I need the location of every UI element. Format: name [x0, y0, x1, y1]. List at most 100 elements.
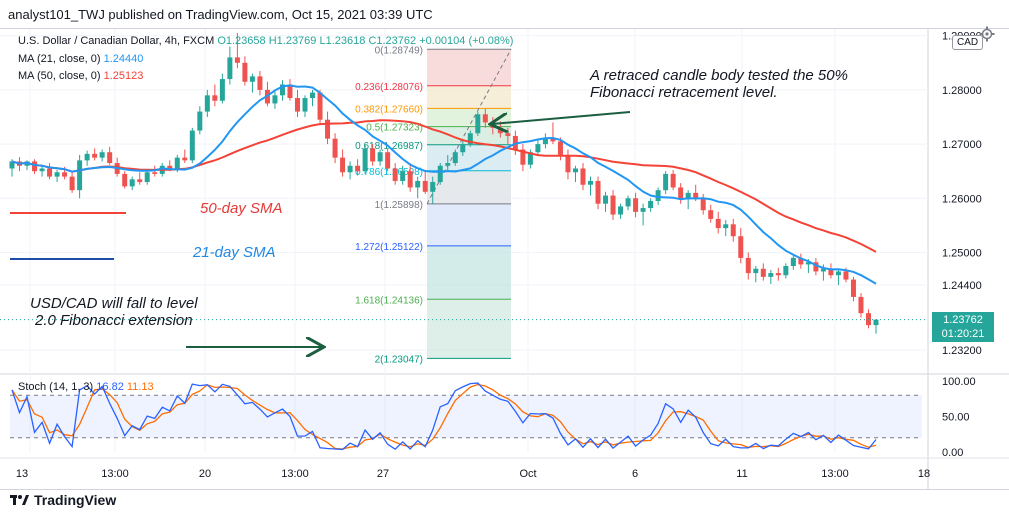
time-tick-label: 27 — [377, 468, 389, 480]
time-tick-label: 13:00 — [101, 468, 129, 480]
legend-stoch-k: 16.82 — [96, 381, 124, 393]
candle-body — [783, 266, 789, 276]
candle-body — [340, 157, 346, 173]
chart-frame[interactable]: 1.290001.280001.270001.260001.250001.244… — [0, 28, 1009, 490]
stoch-tick-label: 0.00 — [942, 447, 963, 459]
candle-body — [610, 195, 616, 215]
fib-level-label: 0.236(1.28076) — [355, 82, 423, 93]
candle-body — [430, 182, 436, 192]
candle-body — [505, 133, 511, 136]
candle-body — [242, 62, 248, 82]
candle-body — [648, 201, 654, 209]
retrace-arrow — [492, 111, 631, 124]
candle-body — [287, 84, 293, 99]
last-price-label: 1.23762 01:20:21 — [932, 312, 994, 342]
candle-body — [122, 173, 128, 187]
chart-canvas[interactable]: 1.290001.280001.270001.260001.250001.244… — [0, 29, 1009, 489]
last-price-countdown: 01:20:21 — [941, 328, 985, 340]
legend-high: H1.23769 — [268, 35, 317, 47]
candle-body — [850, 279, 856, 297]
candle-body — [760, 268, 766, 277]
legend-ma50-label: MA (50, close, 0) — [18, 70, 101, 82]
legend-ma21-label: MA (21, close, 0) — [18, 53, 101, 65]
time-tick-label: 13:00 — [281, 468, 309, 480]
price-tick-label: 1.24400 — [942, 280, 982, 292]
sma50-label: 50-day SMA — [200, 200, 283, 217]
candle-body — [520, 149, 526, 165]
candle-body — [69, 176, 75, 191]
price-tick-label: 1.25000 — [942, 247, 982, 259]
stoch-k-line — [11, 382, 877, 451]
tradingview-logo-icon[interactable] — [10, 493, 30, 507]
candle-body — [835, 271, 841, 276]
legend-stoch: Stoch (14, 1, 3) 16.82 11.13 — [18, 381, 154, 393]
candle-body — [204, 95, 210, 112]
candle-body — [84, 153, 90, 161]
candle-body — [565, 154, 571, 173]
candle-body — [422, 180, 428, 192]
legend-ma21-value: 1.24440 — [103, 53, 144, 65]
candle-body — [167, 165, 173, 169]
candle-body — [152, 172, 158, 174]
candle-body — [234, 57, 240, 63]
candle-body — [527, 152, 533, 165]
price-tick-label: 1.23200 — [942, 345, 982, 357]
candle-body — [542, 137, 548, 145]
retrace-note-line1: A retraced candle body tested the 50% — [590, 67, 848, 84]
time-tick-label: 18 — [918, 468, 930, 480]
candle-body — [708, 210, 714, 219]
fib-zone — [427, 85, 511, 109]
candle-body — [595, 180, 601, 204]
stoch-band-fill — [10, 395, 922, 438]
candle-body — [790, 257, 796, 267]
candle-body — [370, 148, 376, 162]
candle-body — [685, 192, 691, 200]
stoch-tick-label: 50.00 — [942, 412, 970, 424]
candle-body — [47, 168, 53, 177]
fib-level-label: 1(1.25898) — [375, 200, 423, 211]
candle-body — [723, 224, 729, 229]
sma21-label: 21-day SMA — [193, 244, 276, 261]
candle-body — [813, 262, 819, 272]
fib-zone — [427, 49, 511, 86]
candle-body — [640, 208, 646, 212]
candle-body — [588, 180, 594, 185]
legend-open: O1.23658 — [217, 35, 266, 47]
candle-body — [325, 119, 331, 139]
candle-body — [197, 111, 203, 131]
candle-body — [753, 268, 759, 274]
candle-body — [730, 224, 736, 237]
legend-stoch-label: Stoch (14, 1, 3) — [18, 381, 94, 393]
candle-body — [99, 152, 105, 158]
candle-body — [32, 161, 38, 172]
candle-body — [212, 95, 218, 101]
candle-body — [227, 57, 233, 80]
candle-body — [700, 198, 706, 211]
settings-gear-icon[interactable] — [979, 26, 995, 42]
candle-body — [467, 133, 473, 145]
candle-body — [452, 152, 458, 164]
candle-body — [475, 114, 481, 134]
currency-badge[interactable]: CAD — [952, 35, 984, 50]
fib-level-label: 1.272(1.25122) — [355, 242, 423, 253]
candle-body — [39, 168, 45, 172]
publish-line: analyst101_TWJ published on TradingView.… — [8, 7, 433, 22]
candle-body — [189, 130, 195, 161]
candle-body — [62, 172, 68, 177]
candle-body — [550, 137, 556, 142]
candle-body — [663, 173, 669, 191]
candle-body — [272, 95, 278, 104]
candle-body — [820, 268, 826, 272]
candle-body — [738, 236, 744, 258]
footer-brand[interactable]: TradingView — [34, 492, 117, 508]
candle-body — [603, 195, 609, 204]
price-tick-label: 1.27000 — [942, 139, 982, 151]
candle-body — [798, 257, 804, 265]
candle-body — [497, 127, 503, 134]
candle-body — [77, 160, 83, 191]
candle-body — [580, 168, 586, 185]
legend-low: L1.23618 — [319, 35, 366, 47]
candle-body — [54, 172, 60, 177]
legend-ma50: MA (50, close, 0) 1.25123 — [18, 70, 143, 82]
candle-body — [310, 92, 316, 99]
